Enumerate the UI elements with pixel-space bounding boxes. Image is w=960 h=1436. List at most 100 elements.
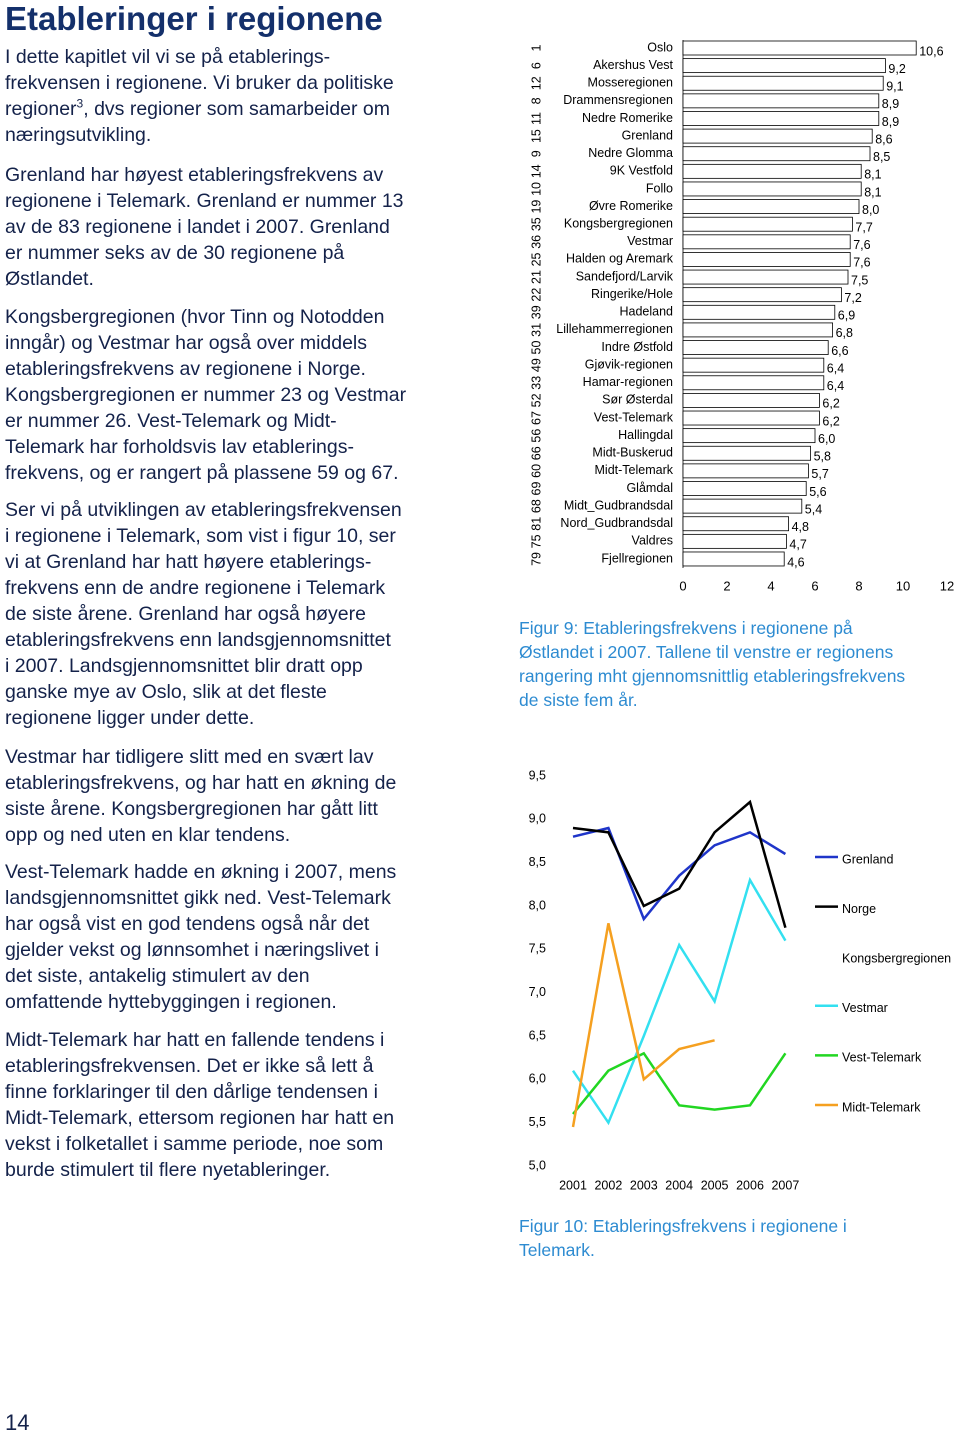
category-label: Follo	[646, 181, 673, 195]
bar	[682, 75, 884, 91]
text-line: det siste, antakelig stimulert av den	[5, 965, 310, 987]
caption-line: Telemark.	[519, 1240, 595, 1260]
value-label: 8,1	[864, 168, 881, 182]
category-label: Hadeland	[619, 305, 673, 319]
value-label: 6,2	[822, 397, 839, 411]
rank-label: 81	[529, 517, 543, 531]
value-label: 8,1	[864, 185, 881, 199]
y-tick-label: 9,5	[529, 768, 546, 782]
category-label: Valdres	[632, 534, 673, 548]
category-label: Akershus Vest	[593, 58, 673, 72]
paragraph: Kongsbergregionen (hvor Tinn og Notodden…	[5, 304, 406, 486]
bar	[682, 199, 860, 214]
category-label: Midt-Buskerud	[592, 446, 673, 460]
legend-label: Vestmar	[842, 1001, 888, 1015]
rank-label: 21	[529, 270, 543, 284]
rank-label: 56	[529, 429, 543, 443]
value-label: 7,5	[851, 273, 868, 287]
series-line	[571, 923, 715, 1128]
series-line	[571, 876, 787, 1126]
footnote-ref: 3	[76, 96, 84, 111]
paragraph: Vest-Telemark hadde en økning i 2007, me…	[5, 859, 396, 1015]
value-label: 6,4	[827, 361, 844, 375]
y-tick-label: 8,0	[529, 898, 546, 912]
caption-line: Østlandet i 2007. Tallene til venstre er…	[519, 642, 894, 662]
text-line: regionene i Telemark. Grenland er nummer…	[5, 190, 404, 212]
text-line: etableringsfrekvens, og har hatt en økni…	[5, 772, 397, 794]
category-label: Kongsbergregionen	[564, 216, 673, 230]
text-line: Midt-Telemark har hatt en fallende tende…	[5, 1029, 385, 1051]
text-line: næringsutvikling.	[5, 124, 152, 146]
category-label: Ringerike/Hole	[591, 287, 673, 301]
text-line: har også vist en god tendens også når de…	[5, 913, 370, 935]
rank-label: 52	[529, 393, 543, 407]
text-line: etableringsfrekvens enn landsgjennomsnit…	[5, 629, 391, 651]
category-label: Hallingdal	[618, 428, 673, 442]
bar	[682, 111, 880, 126]
rank-label: 33	[529, 376, 543, 390]
text-line: etableringsfrekvens av regionene i Norge…	[5, 358, 366, 380]
value-label: 8,0	[862, 203, 879, 217]
x-tick-label: 12	[940, 578, 954, 593]
text: , dvs regioner som samarbeider om	[83, 98, 390, 120]
category-label: Fjellregionen	[601, 551, 673, 565]
y-tick-label: 8,5	[529, 855, 546, 869]
category-label: Midt_Gudbrandsdal	[564, 498, 673, 512]
value-label: 5,6	[809, 485, 826, 499]
bar	[682, 463, 809, 479]
rank-label: 22	[529, 288, 543, 302]
text: regioner	[5, 98, 77, 120]
text-line: vi at Grenland har hatt høyere etablerin…	[5, 551, 372, 573]
category-label: Drammensregionen	[563, 93, 673, 107]
rank-label: 75	[529, 534, 543, 548]
bar	[682, 40, 917, 56]
value-label: 7,6	[853, 238, 870, 252]
text-line: I dette kapitlet vil vi se på etablering…	[5, 46, 331, 68]
series-line	[572, 799, 787, 929]
text-line: landsgjennomsnittet gikk ned. Vest-Telem…	[5, 887, 391, 909]
value-label: 6,9	[838, 309, 855, 323]
legend-label: Midt-Telemark	[842, 1100, 921, 1114]
category-label: Gjøvik-regionen	[585, 357, 673, 371]
category-label: Indre Østfold	[601, 340, 673, 354]
text-line: er nummer 26. Vest-Telemark og Midt-	[5, 410, 337, 432]
text-line: inngår) og Vestmar har også over middels	[5, 332, 368, 354]
caption-line: Figur 10: Etableringsfrekvens i regionen…	[519, 1216, 847, 1236]
rank-label: 12	[529, 76, 543, 90]
y-tick-label: 5,0	[529, 1158, 546, 1172]
series-line	[572, 826, 787, 922]
page-number: 14	[5, 1410, 30, 1435]
paragraph: Grenland har høyest etableringsfrekvens …	[5, 162, 404, 292]
bar	[682, 128, 873, 144]
text-line: Kongsbergregionen (hvor Tinn og Notodden	[5, 306, 385, 328]
series-line	[572, 1051, 787, 1115]
y-tick-label: 9,0	[529, 812, 546, 826]
value-label: 4,8	[792, 520, 809, 534]
text-line: omfattende hyttebyggingen i regionen.	[5, 991, 337, 1013]
category-label: Glåmdal	[626, 481, 673, 495]
value-label: 8,9	[882, 115, 899, 129]
value-label: 5,4	[805, 502, 822, 516]
legend-label: Norge	[842, 902, 876, 916]
value-label: 7,7	[855, 220, 872, 234]
y-tick-label: 5,5	[529, 1115, 546, 1129]
text-line: frekvens, og er rangert på plassene 59 o…	[5, 462, 399, 484]
bar	[682, 498, 803, 514]
y-tick-label: 7,0	[529, 985, 546, 999]
paragraph: Ser vi på utviklingen av etableringsfrek…	[5, 497, 402, 731]
text-line: vekst i folketallet i samme periode, noe…	[5, 1133, 384, 1155]
x-tick-label: 2004	[665, 1178, 693, 1192]
value-label: 6,4	[827, 379, 844, 393]
bar	[682, 163, 862, 179]
bar	[682, 516, 789, 532]
bar	[682, 375, 825, 391]
legend-label: Vest-Telemark	[842, 1051, 922, 1065]
text-line: opp og ned uten en klar tendens.	[5, 824, 291, 846]
caption-line: de siste fem år.	[519, 690, 638, 710]
x-tick-label: 6	[811, 578, 818, 593]
x-tick-label: 2002	[594, 1178, 622, 1192]
caption: Figur 10: Etableringsfrekvens i regionen…	[519, 1214, 847, 1262]
text-line: Midt-Telemark, ettersom regionen har hat…	[5, 1107, 395, 1129]
x-tick-label: 2003	[630, 1178, 658, 1192]
x-tick-label: 4	[767, 578, 774, 593]
